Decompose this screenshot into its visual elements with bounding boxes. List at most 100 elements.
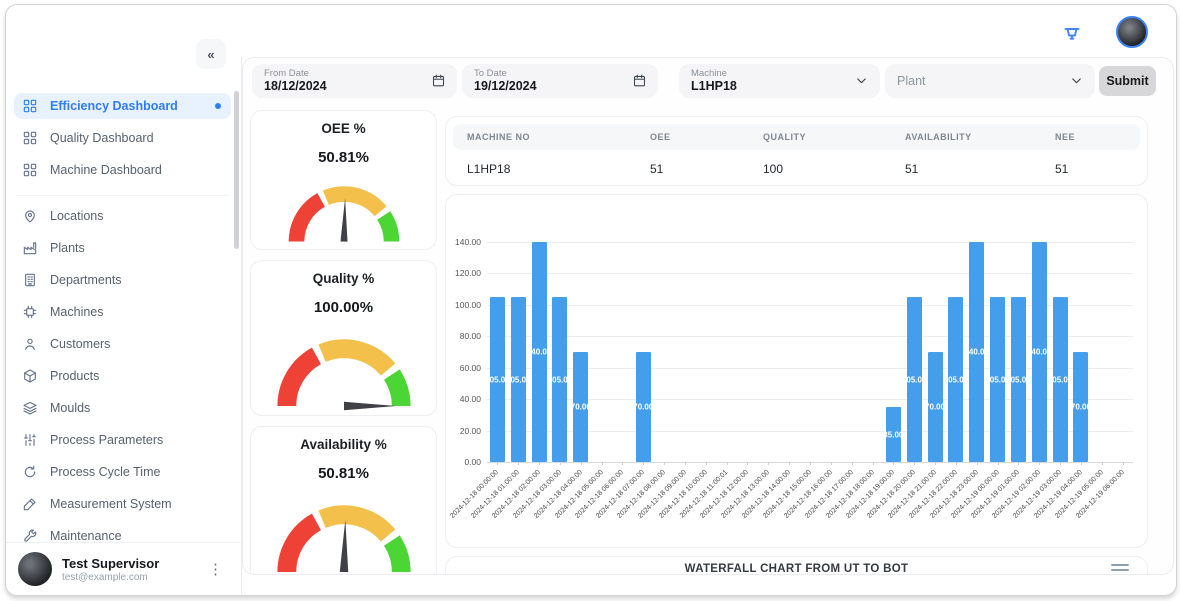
x-axis-tick-mark xyxy=(747,462,749,465)
calendar-icon[interactable] xyxy=(632,73,648,89)
bar-2024-12-19 03:00:00: 105.00 xyxy=(1052,297,1068,462)
box-icon xyxy=(22,368,39,385)
header-user-avatar[interactable] xyxy=(1116,16,1148,48)
sidebar-item-quality-dashboard[interactable]: Quality Dashboard xyxy=(14,125,231,151)
table-cell: 51 xyxy=(650,162,664,176)
plant-placeholder: Plant xyxy=(897,74,926,88)
plant-select[interactable]: Plant xyxy=(885,64,1095,98)
sidebar-item-customers[interactable]: Customers xyxy=(14,331,231,357)
bar-value-label: 105.00 xyxy=(948,375,964,384)
bar-2024-12-19 04:00:00: 70.00 xyxy=(1073,352,1089,462)
hourly-bar-chart-card: 140.00 120.00 100.00 80.00 60.00 40.00 20.00 0.… xyxy=(445,194,1148,548)
user-menu-kebab-icon[interactable]: ⋮ xyxy=(202,558,229,580)
sidebar-nav-master-data: Locations Plants Departments Machines Custom… xyxy=(14,203,231,555)
bar-2024-12-18 21:00:00: 70.00 xyxy=(927,352,943,462)
chart-menu-hamburger-icon[interactable] xyxy=(1111,564,1129,574)
active-dot xyxy=(215,103,221,109)
bar-2024-12-18 19:00:00: 35.00 xyxy=(885,407,901,462)
y-axis-tick: 140.00 xyxy=(455,237,481,247)
gridline xyxy=(487,304,1133,306)
user-avatar[interactable] xyxy=(18,552,52,586)
x-axis-tick-mark xyxy=(830,462,832,465)
bar-value-label: 70.00 xyxy=(928,402,943,412)
refresh-icon xyxy=(22,464,39,481)
bar-value-label: 105.00 xyxy=(510,375,526,384)
sidebar-divider xyxy=(16,195,229,196)
bar-value-label: 70.00 xyxy=(636,402,651,412)
bar-2024-12-18 02:00:00: 140.00 xyxy=(531,242,547,462)
pencil-icon xyxy=(22,496,39,513)
user-name: Test Supervisor xyxy=(62,555,160,571)
user-meta: Test Supervisor test@example.com xyxy=(62,556,202,583)
sidebar-item-label: Machines xyxy=(50,305,104,319)
x-axis-tick-mark xyxy=(705,462,707,465)
gauge-title: OEE % xyxy=(321,121,366,136)
from-date-field[interactable]: From Date 18/12/2024 xyxy=(252,64,457,98)
submit-button[interactable]: Submit xyxy=(1099,66,1156,96)
x-axis-tick-mark xyxy=(643,462,645,465)
sidebar-item-machine-dashboard[interactable]: Machine Dashboard xyxy=(14,157,231,183)
sidebar-item-label: Machine Dashboard xyxy=(50,163,162,177)
machine-label: Machine xyxy=(691,68,727,79)
x-axis-tick-mark xyxy=(768,462,770,465)
to-date-field[interactable]: To Date 19/12/2024 xyxy=(462,64,658,98)
y-axis-tick: 80.00 xyxy=(459,331,481,342)
gauge-needle xyxy=(339,519,348,573)
user-email: test@example.com xyxy=(62,571,148,583)
gauge-card-quality: Quality % 100.00% xyxy=(250,260,437,416)
sidebar-item-process-cycle-time[interactable]: Process Cycle Time xyxy=(14,459,231,485)
gauge-title: Availability % xyxy=(300,437,387,452)
sidebar-item-label: Plants xyxy=(50,241,85,255)
calendar-icon[interactable] xyxy=(431,73,447,89)
gauge-card-availability: Availability % 50.81% xyxy=(250,426,437,574)
grid-icon xyxy=(22,162,39,179)
table-header-row: MACHINE NO OEE QUALITY AVAILABILITY NEE xyxy=(453,124,1140,150)
app-window: « Efficiency Dashboard Quality Dashboard M… xyxy=(5,4,1177,596)
x-axis-tick-mark xyxy=(601,462,603,465)
sidebar-item-maintenance[interactable]: Maintenance xyxy=(14,523,231,549)
chip-icon xyxy=(22,304,39,321)
table-cell: L1HP18 xyxy=(467,162,511,176)
gauge-value: 100.00% xyxy=(313,299,374,316)
sidebar-item-efficiency-dashboard[interactable]: Efficiency Dashboard xyxy=(14,93,231,119)
table-col-oee: OEE xyxy=(650,132,671,142)
y-axis-tick: 20.00 xyxy=(459,425,481,436)
sidebar-item-departments[interactable]: Departments xyxy=(14,267,231,293)
sidebar-item-locations[interactable]: Locations xyxy=(14,203,231,229)
sidebar-item-label: Departments xyxy=(50,273,122,287)
to-date-label: To Date xyxy=(474,68,507,79)
machine-select[interactable]: Machine L1HP18 xyxy=(679,64,880,98)
content-panel: From Date 18/12/2024 To Date 19/12/2024 … xyxy=(242,57,1174,575)
sidebar-item-moulds[interactable]: Moulds xyxy=(14,395,231,421)
x-axis-tick-mark xyxy=(497,462,499,465)
machine-summary-table: MACHINE NO OEE QUALITY AVAILABILITY NEE L1HP… xyxy=(445,116,1148,186)
y-axis-tick: 100.00 xyxy=(455,299,481,310)
x-axis-tick-mark xyxy=(1101,462,1103,465)
bar-value-label: 70.00 xyxy=(1073,402,1088,412)
sidebar-item-label: Locations xyxy=(50,209,104,223)
x-axis-tick-mark xyxy=(872,462,874,465)
sidebar-item-measurement-system[interactable]: Measurement System xyxy=(14,491,231,517)
table-row: L1HP18 51 100 51 51 xyxy=(453,154,1140,184)
gauge-dial xyxy=(288,186,399,242)
sidebar-item-machines[interactable]: Machines xyxy=(14,299,231,325)
gridline xyxy=(487,273,1133,275)
bar-2024-12-18 20:00:00: 105.00 xyxy=(906,297,922,462)
gauge-value: 50.81% xyxy=(318,465,369,482)
x-axis-tick-mark xyxy=(997,462,999,465)
sidebar-item-plants[interactable]: Plants xyxy=(14,235,231,261)
machine-value: L1HP18 xyxy=(691,79,737,93)
gauge-needle xyxy=(343,401,396,411)
bar-value-label: 105.00 xyxy=(1052,375,1068,384)
x-axis-tick-mark xyxy=(1122,462,1124,465)
x-axis-tick-mark xyxy=(664,462,666,465)
bar-value-label: 105.00 xyxy=(489,375,505,384)
sidebar-scrollbar-thumb[interactable] xyxy=(234,91,239,249)
sidebar-item-process-parameters[interactable]: Process Parameters xyxy=(14,427,231,453)
x-axis-tick-mark xyxy=(539,462,541,465)
table-col-availability: AVAILABILITY xyxy=(905,132,972,142)
plug-icon[interactable] xyxy=(1060,23,1084,47)
sidebar-collapse-button[interactable]: « xyxy=(196,39,226,69)
sidebar-nav-dashboards: Efficiency Dashboard Quality Dashboard Mac… xyxy=(14,93,231,189)
sidebar-item-products[interactable]: Products xyxy=(14,363,231,389)
